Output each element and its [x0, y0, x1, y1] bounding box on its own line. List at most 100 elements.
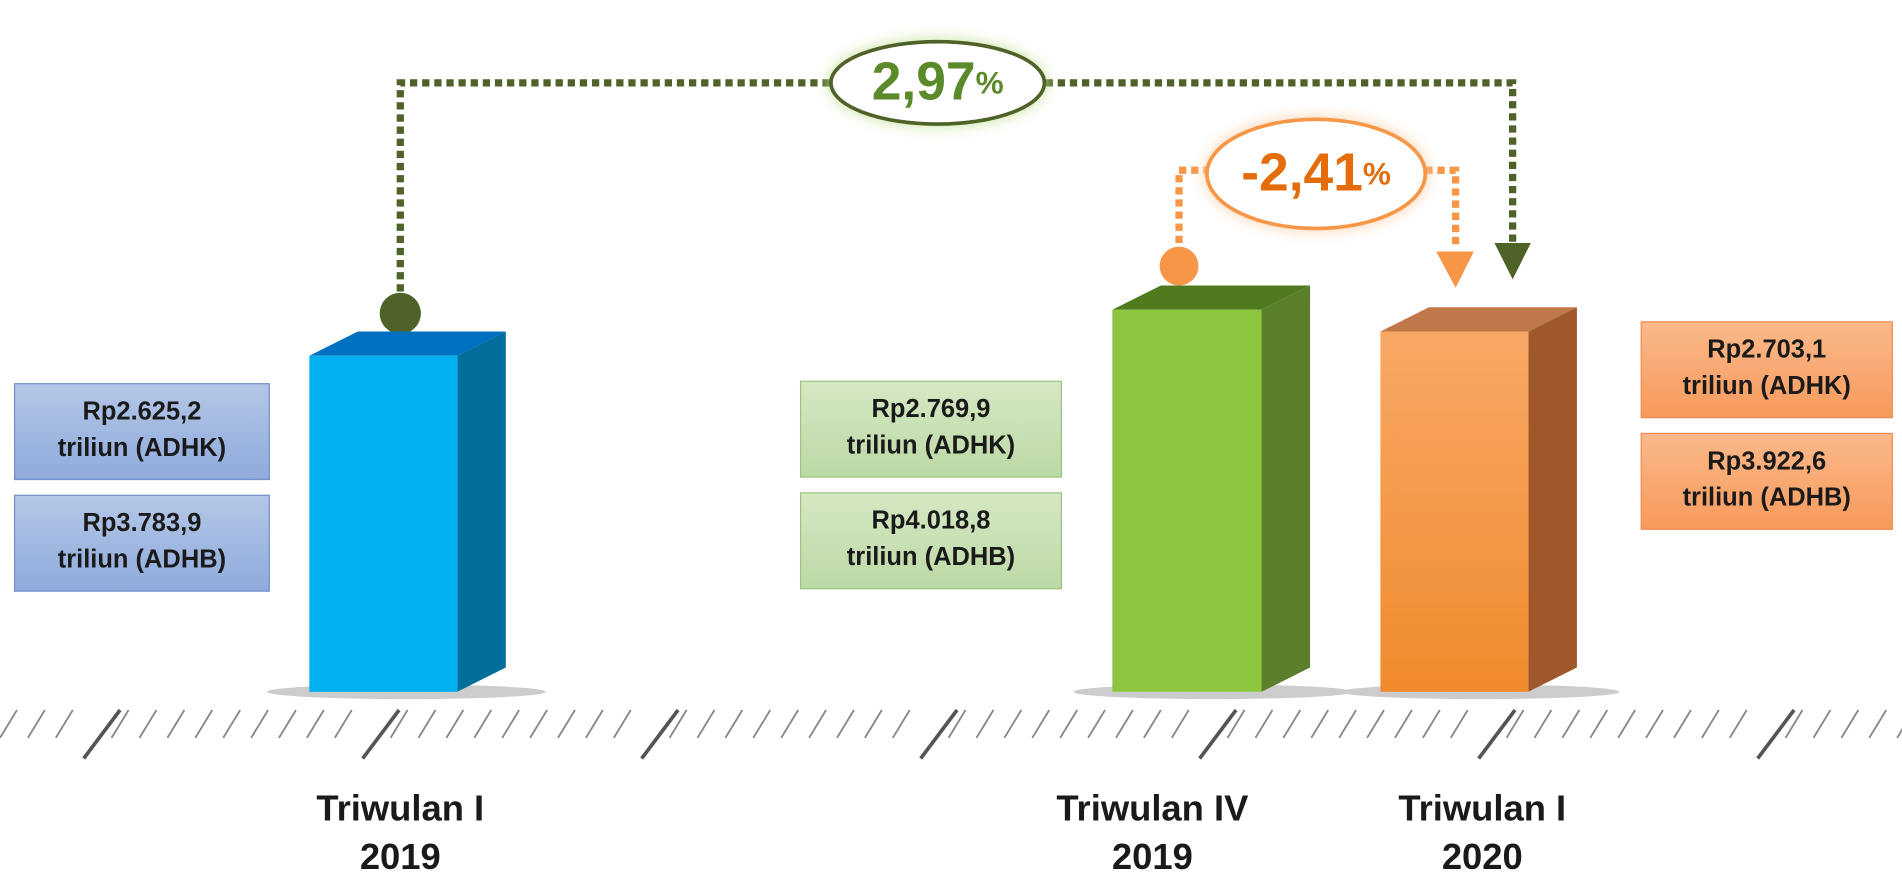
hatch	[1728, 709, 1748, 739]
hatch	[975, 709, 995, 739]
hatch	[1617, 709, 1636, 739]
hatch	[1115, 709, 1134, 739]
hatch	[1226, 709, 1246, 739]
hatch	[55, 709, 74, 739]
value-text: triliun (ADHB)	[847, 543, 1015, 571]
arrow-head	[1436, 251, 1474, 288]
value-box	[1640, 321, 1893, 419]
hatch	[724, 709, 744, 739]
hatch	[891, 709, 911, 739]
hatch	[752, 709, 772, 739]
period-label: Triwulan I	[1398, 787, 1566, 828]
hatch	[1533, 709, 1553, 739]
hatch	[1310, 709, 1330, 739]
hatch	[250, 709, 269, 739]
hatch	[947, 709, 967, 739]
growth-badge	[1205, 117, 1428, 231]
hatch	[1338, 709, 1357, 739]
hatch	[1589, 709, 1609, 739]
hatch	[445, 709, 465, 739]
period-label: 2020	[1442, 836, 1523, 877]
bar-3d	[1073, 285, 1353, 700]
value-box	[1640, 432, 1893, 530]
hatch	[557, 709, 576, 739]
hatch	[27, 709, 46, 739]
hatch	[1031, 709, 1051, 739]
hatch	[110, 709, 130, 739]
hatch	[696, 709, 716, 739]
hatch	[1896, 728, 1902, 739]
hatch	[306, 709, 325, 739]
hatch	[1282, 709, 1302, 739]
hatch	[1143, 709, 1162, 739]
value-text: Rp3.783,9	[82, 509, 201, 537]
hatch	[1394, 709, 1413, 739]
value-text: triliun (ADHB)	[58, 546, 226, 574]
hatch	[864, 709, 883, 739]
hatch	[1868, 709, 1888, 739]
hatch	[334, 709, 353, 739]
hatch	[0, 709, 18, 739]
hatch	[1170, 709, 1190, 739]
hatch	[361, 708, 401, 760]
connector-green	[396, 79, 1517, 304]
hatch	[585, 709, 604, 739]
growth-label: -2,41%	[1241, 143, 1391, 202]
value-text: Rp2.769,9	[872, 395, 991, 423]
period-label: Triwulan IV	[1056, 787, 1249, 828]
hatch	[138, 709, 158, 739]
hatch	[613, 709, 632, 739]
hatch	[1003, 709, 1023, 739]
value-text: Rp3.922,6	[1707, 447, 1826, 475]
hatch	[1645, 709, 1664, 739]
value-text: triliun (ADHK)	[58, 434, 226, 462]
value-box	[799, 492, 1062, 590]
hatch	[417, 709, 437, 739]
growth-badge	[829, 39, 1047, 126]
value-box	[799, 380, 1062, 478]
bar-3d	[1340, 307, 1620, 700]
hatch	[1840, 709, 1860, 739]
marker-dot	[1159, 246, 1199, 286]
hatch	[780, 709, 799, 739]
hatch	[222, 709, 241, 739]
ground-line	[0, 708, 1902, 760]
growth-label: 2,97%	[872, 52, 1004, 111]
hatch	[1254, 709, 1274, 739]
value-text: Rp2.703,1	[1707, 336, 1826, 364]
hatch	[82, 708, 122, 760]
hatch	[1812, 709, 1832, 739]
value-text: triliun (ADHK)	[1683, 372, 1851, 400]
hatch	[1366, 709, 1385, 739]
period-label: Triwulan I	[316, 787, 484, 828]
hatch	[1673, 709, 1692, 739]
bar-3d	[266, 331, 546, 700]
hatch	[1477, 708, 1517, 760]
hatch	[1449, 709, 1469, 739]
arrow-head	[1494, 242, 1531, 280]
hatch	[919, 708, 959, 760]
hatch	[668, 709, 688, 739]
marker-dot	[379, 292, 421, 334]
hatch	[389, 709, 409, 739]
hatch	[194, 709, 214, 739]
hatch	[836, 709, 855, 739]
hatch	[473, 709, 493, 739]
hatch	[640, 708, 680, 760]
hatch	[1087, 709, 1106, 739]
connector-orange	[1175, 166, 1460, 256]
period-label: 2019	[360, 836, 441, 877]
hatch	[1198, 708, 1238, 760]
hatch	[1784, 709, 1804, 739]
hatch	[1701, 709, 1720, 739]
hatch	[278, 709, 297, 739]
hatch	[808, 709, 827, 739]
hatch	[1561, 709, 1581, 739]
period-label: 2019	[1112, 836, 1193, 877]
value-text: triliun (ADHK)	[847, 432, 1015, 460]
value-text: Rp2.625,2	[82, 398, 201, 426]
hatch	[1505, 709, 1525, 739]
value-text: Rp4.018,8	[872, 507, 991, 535]
hatch	[1422, 709, 1441, 739]
